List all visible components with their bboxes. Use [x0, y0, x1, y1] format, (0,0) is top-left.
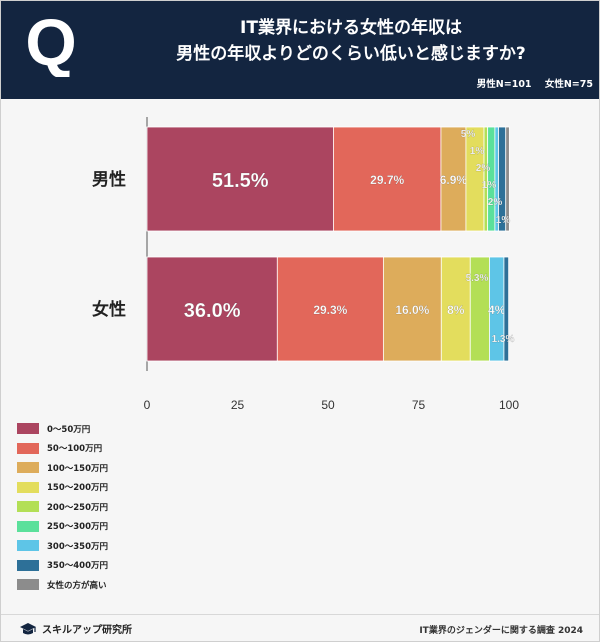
data-label: 1.3%: [492, 334, 515, 345]
bar-segment: [483, 126, 489, 232]
legend-item: 女性の方が高い: [17, 575, 108, 595]
category-label: 男性: [92, 169, 126, 190]
q-logo-icon: Q: [25, 5, 76, 77]
bar-segment: [146, 126, 334, 232]
data-label: 29.7%: [370, 173, 404, 187]
chart-title: IT業界における女性の年収は 男性の年収よりどのくらい低いと感じますか?: [111, 15, 591, 67]
source-note: IT業界のジェンダーに関する調査 2024: [419, 626, 583, 636]
legend-label: 50〜100万円: [47, 444, 103, 455]
legend-label: 300〜350万円: [47, 541, 108, 552]
x-tick-label: 0: [144, 398, 151, 411]
legend-label: 350〜400万円: [47, 561, 108, 572]
footer: スキルアップ研究所 IT業界のジェンダーに関する調査 2024: [1, 614, 599, 641]
data-label: 1%: [470, 146, 485, 157]
data-label: 2%: [488, 197, 503, 208]
data-label: 1%: [482, 180, 497, 191]
bar-segment: [465, 126, 485, 232]
x-tick-label: 75: [412, 398, 426, 411]
sample-female: 女性N=75: [544, 79, 593, 90]
sample-male: 男性N=101: [476, 79, 532, 90]
legend-item: 250〜300万円: [17, 517, 108, 537]
brand: スキルアップ研究所: [19, 621, 132, 636]
x-tick-label: 50: [321, 398, 335, 411]
x-tick-label: 100: [499, 398, 519, 411]
legend-swatch: [17, 501, 39, 513]
data-label: 5.3%: [466, 273, 489, 284]
bar-segment: [333, 126, 442, 232]
legend-item: 0〜50万円: [17, 419, 108, 439]
bar-segment: [503, 256, 510, 362]
data-label: 51.5%: [212, 170, 269, 192]
header-banner: Q IT業界における女性の年収は 男性の年収よりどのくらい低いと感じますか? 男…: [1, 1, 599, 99]
legend-swatch: [17, 579, 39, 591]
sample-size: 男性N=101 女性N=75: [467, 76, 593, 90]
legend-label: 100〜150万円: [47, 463, 108, 474]
legend: 0〜50万円 50〜100万円 100〜150万円 150〜200万円 200〜250万…: [17, 419, 108, 595]
data-label: 5%: [461, 129, 476, 140]
data-label: 2%: [476, 163, 491, 174]
legend-item: 350〜400万円: [17, 556, 108, 576]
legend-swatch: [17, 462, 39, 474]
bar-segment: [487, 126, 496, 232]
legend-label: 女性の方が高い: [47, 580, 107, 591]
title-line-2: 男性の年収よりどのくらい低いと感じますか?: [176, 44, 526, 64]
data-label: 8%: [447, 303, 465, 317]
bar-segment: [276, 256, 384, 362]
legend-swatch: [17, 559, 39, 571]
legend-item: 100〜150万円: [17, 458, 108, 478]
legend-swatch: [17, 520, 39, 532]
legend-label: 150〜200万円: [47, 483, 108, 494]
legend-label: 200〜250万円: [47, 502, 108, 513]
bar-segment: [440, 256, 471, 362]
legend-label: 0〜50万円: [47, 424, 91, 435]
title-line-1: IT業界における女性の年収は: [240, 18, 462, 38]
data-label: 36.0%: [184, 300, 241, 322]
data-label: 6.9%: [440, 173, 468, 187]
data-label: 4%: [488, 303, 506, 317]
graduation-cap-icon: [20, 622, 36, 634]
bar-segment: [146, 256, 278, 362]
bar-segment: [382, 256, 442, 362]
legend-swatch: [17, 442, 39, 454]
legend-item: 200〜250万円: [17, 497, 108, 517]
legend-swatch: [17, 423, 39, 435]
category-label: 女性: [92, 299, 126, 320]
x-tick-label: 25: [231, 398, 245, 411]
data-label: 16.0%: [395, 303, 429, 317]
legend-swatch: [17, 481, 39, 493]
brand-name: スキルアップ研究所: [42, 625, 132, 636]
legend-swatch: [17, 540, 39, 552]
legend-label: 250〜300万円: [47, 522, 108, 533]
data-label: 29.3%: [313, 303, 347, 317]
bar-segment: [505, 126, 510, 232]
data-label: 1%: [496, 215, 511, 226]
legend-item: 150〜200万円: [17, 478, 108, 498]
legend-item: 50〜100万円: [17, 439, 108, 459]
legend-item: 300〜350万円: [17, 536, 108, 556]
q-logo-letter: Q: [25, 5, 76, 77]
